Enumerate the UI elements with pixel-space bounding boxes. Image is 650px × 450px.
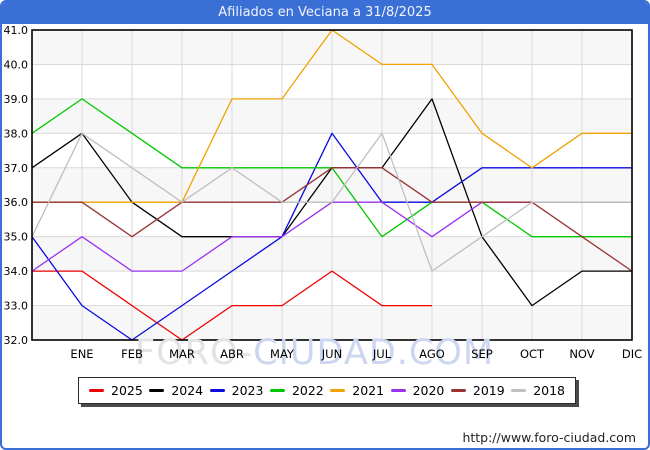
x-tick-OCT: OCT bbox=[520, 347, 545, 361]
chart-title: Afiliados en Veciana a 31/8/2025 bbox=[2, 2, 648, 24]
legend-label-2025: 2025 bbox=[111, 383, 143, 398]
y-tick-41: 41.0 bbox=[4, 24, 29, 37]
legend-item-2024: 2024 bbox=[149, 383, 203, 398]
legend-dash-2025 bbox=[89, 389, 104, 392]
y-tick-35: 35.0 bbox=[4, 231, 29, 244]
watermark: FORO-CIUDAD.COM bbox=[135, 333, 494, 373]
x-tick-AGO: AGO bbox=[419, 347, 445, 361]
x-tick-MAY: MAY bbox=[270, 347, 295, 361]
x-tick-MAR: MAR bbox=[169, 347, 195, 361]
y-axis-value-labels: 41.0 40.0 39.0 38.0 37.0 36.0 35.0 34.0 33.0 32.0 bbox=[4, 24, 29, 347]
x-tick-NOV: NOV bbox=[569, 347, 594, 361]
watermark-part2: CIUDAD.COM bbox=[253, 333, 494, 373]
series-line-2025 bbox=[32, 270, 432, 341]
legend-dash-2022 bbox=[269, 389, 285, 392]
legend-item-2023: 2023 bbox=[209, 383, 264, 398]
x-axis-month-labels: ENE FEB MAR ABR MAY JUN JUL AGO SEP OCT NOV DIC bbox=[70, 347, 642, 361]
legend-label-2019: 2019 bbox=[472, 383, 505, 398]
legend-label-2024: 2024 bbox=[171, 383, 204, 398]
x-tick-ENE: ENE bbox=[70, 347, 93, 361]
legend-label-2022: 2022 bbox=[291, 383, 324, 398]
y-tick-36: 36.0 bbox=[4, 196, 29, 209]
legend-label-2018: 2018 bbox=[533, 383, 565, 398]
legend-dash-2023 bbox=[209, 389, 225, 392]
legend-item-2022: 2022 bbox=[269, 383, 324, 398]
x-tick-DIC: DIC bbox=[622, 347, 642, 361]
legend-label-2020: 2020 bbox=[412, 383, 445, 398]
y-tick-33: 33.0 bbox=[4, 300, 29, 313]
x-tick-ABR: ABR bbox=[220, 347, 244, 361]
x-tick-SEP: SEP bbox=[471, 347, 493, 361]
legend-dash-2021 bbox=[330, 389, 346, 392]
x-tick-FEB: FEB bbox=[121, 347, 143, 361]
legend-item-2025: 2025 bbox=[89, 383, 143, 398]
legend-item-2019: 2019 bbox=[450, 383, 505, 398]
legend-dash-2018 bbox=[511, 389, 527, 392]
legend-box: 2025 2024 2023 2022 2021 2020 2019 2018 bbox=[78, 377, 576, 404]
x-tick-JUN: JUN bbox=[321, 347, 342, 361]
plot-frame bbox=[31, 29, 633, 341]
y-tick-34: 34.0 bbox=[4, 265, 29, 278]
y-tick-37: 37.0 bbox=[4, 162, 29, 175]
legend-label-2021: 2021 bbox=[352, 383, 385, 398]
series-line-2018 bbox=[31, 132, 632, 272]
legend-item-2020: 2020 bbox=[390, 383, 445, 398]
legend-item-2021: 2021 bbox=[330, 383, 384, 398]
x-tick-JUL: JUL bbox=[372, 347, 392, 361]
y-tick-32: 32.0 bbox=[4, 334, 29, 347]
legend-label-2023: 2023 bbox=[231, 383, 264, 398]
y-tick-40: 40.0 bbox=[4, 58, 29, 71]
legend-dash-2024 bbox=[149, 389, 165, 392]
y-tick-38: 38.0 bbox=[4, 127, 29, 140]
url-link[interactable]: http://www.foro-ciudad.com bbox=[462, 430, 636, 445]
data-series-lines bbox=[31, 29, 633, 341]
watermark-part1: FORO- bbox=[135, 333, 253, 373]
legend-dash-2020 bbox=[390, 389, 406, 392]
legend-dash-2019 bbox=[450, 389, 466, 392]
legend-item-2018: 2018 bbox=[511, 383, 565, 398]
y-tick-39: 39.0 bbox=[4, 93, 29, 106]
